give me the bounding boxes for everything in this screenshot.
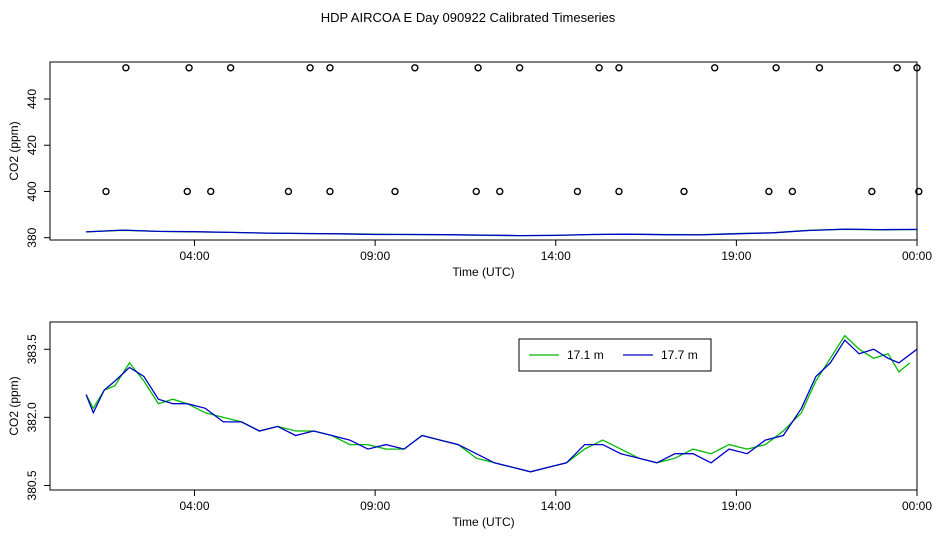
data-point-high — [326, 64, 334, 72]
x-tick-label: 09:00 — [360, 249, 390, 263]
legend-label-1: 17.1 m — [567, 348, 604, 362]
data-point-low — [496, 187, 504, 196]
y-tick-label: 400 — [25, 181, 39, 201]
data-point-low — [326, 187, 334, 196]
data-point-low — [788, 187, 797, 196]
data-point-high — [913, 64, 921, 72]
panel-2: 04:00 09:00 14:00 19:00 00:00 Time (UTC) 380.5… — [7, 321, 932, 529]
y-tick-label: 440 — [25, 89, 39, 109]
data-point-high — [815, 64, 824, 72]
panel-1: 04:00 09:00 14:00 19:00 00:00 Time (UTC) 380 40… — [7, 61, 932, 279]
data-point-high — [772, 64, 780, 72]
y-tick-label: 382.0 — [25, 402, 39, 432]
data-point-high — [474, 64, 482, 72]
x-tick-label: 14:00 — [541, 499, 571, 513]
data-point-low — [472, 187, 480, 196]
data-point-low — [680, 187, 688, 196]
data-point-high — [893, 64, 901, 72]
x-tick-label: 09:00 — [360, 499, 390, 513]
data-point-high — [411, 64, 419, 72]
y-tick-label: 383.5 — [25, 334, 39, 364]
x-tick-label: 00:00 — [902, 249, 932, 263]
data-point-low — [915, 187, 923, 196]
data-point-high — [711, 64, 719, 72]
data-point-low — [765, 187, 773, 196]
data-point-low — [207, 187, 215, 196]
data-point-low — [573, 187, 582, 196]
series-line-1 — [85, 334, 911, 473]
plot-frame — [49, 61, 918, 241]
x-tick-label: 00:00 — [902, 499, 932, 513]
series-line-2 — [86, 228, 918, 237]
x-tick-label: 19:00 — [721, 249, 751, 263]
x-axis-label: Time (UTC) — [452, 515, 514, 529]
data-point-high — [306, 64, 314, 72]
data-point-low — [183, 187, 191, 196]
data-point-high — [515, 64, 524, 72]
y-axis-label: CO2 (ppm) — [7, 376, 21, 435]
legend-label-2: 17.7 m — [661, 348, 698, 362]
y-tick-label: 420 — [25, 135, 39, 155]
series-line-2 — [85, 339, 918, 473]
data-point-high — [595, 64, 603, 72]
data-point-high — [615, 64, 623, 72]
data-point-high — [185, 64, 193, 72]
data-point-low — [391, 187, 399, 196]
chart-title: HDP AIRCOA E Day 090922 Calibrated Times… — [321, 10, 616, 25]
y-axis-label: CO2 (ppm) — [7, 121, 21, 180]
x-tick-label: 19:00 — [721, 499, 751, 513]
data-point-low — [284, 187, 293, 196]
data-point-high — [122, 64, 130, 72]
legend: 17.1 m 17.7 m — [518, 338, 712, 372]
y-tick-label: 380.5 — [25, 470, 39, 500]
data-point-low — [102, 187, 110, 196]
y-tick-label: 380 — [25, 227, 39, 247]
plot-frame — [49, 321, 918, 491]
x-tick-label: 04:00 — [179, 499, 209, 513]
data-point-low — [615, 187, 623, 196]
x-tick-label: 14:00 — [541, 249, 571, 263]
data-point-low — [868, 187, 876, 196]
data-point-high — [226, 64, 235, 72]
x-tick-label: 04:00 — [179, 249, 209, 263]
x-axis-label: Time (UTC) — [452, 265, 514, 279]
panels: 04:00 09:00 14:00 19:00 00:00 Time (UTC) 380 40… — [7, 61, 932, 529]
